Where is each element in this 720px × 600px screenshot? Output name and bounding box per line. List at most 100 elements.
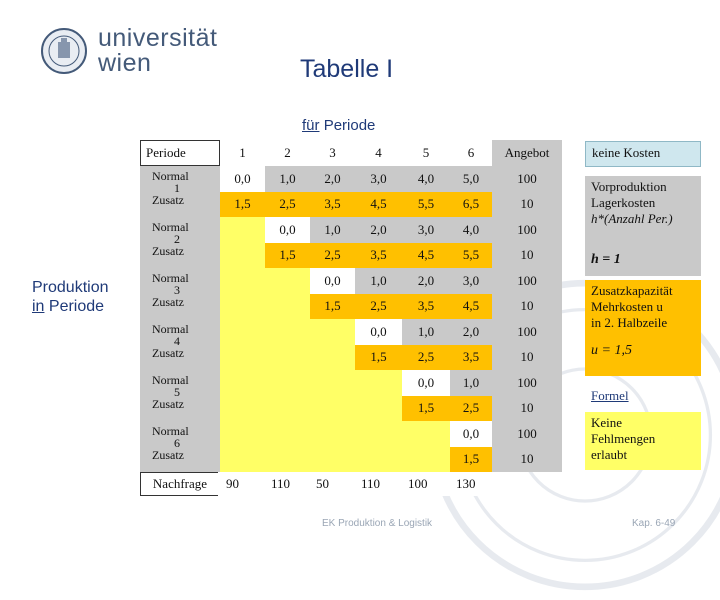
- table-cell: 2,5: [402, 344, 450, 370]
- table-cell: 3,0: [450, 268, 492, 294]
- angebot-cell: 100: [492, 319, 562, 345]
- table-cell: [220, 217, 265, 243]
- table-cell: 3,5: [402, 293, 450, 319]
- table-cell: 0,0: [220, 166, 265, 192]
- row-label: Normal 2 Zusatz: [140, 217, 220, 268]
- table-cell: 6,5: [450, 191, 492, 217]
- table-cell: 2,5: [265, 191, 310, 217]
- table-cell: 1,5: [310, 293, 355, 319]
- table-cell: 2,5: [450, 395, 492, 421]
- table-cell: 2,0: [355, 217, 402, 243]
- table-cell: [220, 370, 265, 396]
- angebot-cell: 10: [492, 242, 562, 268]
- footer-text: EK Produktion & Logistik: [322, 518, 433, 529]
- table-corner-label: Periode: [140, 140, 220, 166]
- table-cell: 1,5: [355, 344, 402, 370]
- legend-no-costs: keine Kosten: [585, 141, 701, 167]
- table-cell: [265, 446, 310, 472]
- angebot-cell: 10: [492, 395, 562, 421]
- table-cell: [265, 370, 310, 396]
- row-label: Normal 5 Zusatz: [140, 370, 220, 421]
- period-header: 6: [450, 140, 492, 166]
- angebot-cell: 100: [492, 370, 562, 396]
- table-cell: 2,0: [450, 319, 492, 345]
- angebot-cell: 100: [492, 166, 562, 192]
- table-cell: 3,5: [310, 191, 355, 217]
- column-header-label: für Periode: [302, 117, 376, 134]
- angebot-header: Angebot: [492, 140, 562, 166]
- legend-h-value: h = 1: [585, 246, 701, 276]
- table-cell: 3,5: [355, 242, 402, 268]
- period-header: 4: [355, 140, 402, 166]
- nachfrage-value: 90: [218, 472, 263, 496]
- production-table: Periode 1 2 3 4 5 6 Angebot Normal 1 Zusatz Normal 2…: [140, 140, 580, 496]
- nachfrage-value: 130: [448, 472, 490, 496]
- table-cell: 0,0: [265, 217, 310, 243]
- university-logo: universität wien: [98, 24, 218, 77]
- table-cell: [310, 395, 355, 421]
- table-cell: [402, 421, 450, 447]
- table-cell: [220, 268, 265, 294]
- table-cell: 1,0: [355, 268, 402, 294]
- table-cell: [220, 446, 265, 472]
- table-cell: [265, 268, 310, 294]
- table-cell: 1,0: [310, 217, 355, 243]
- table-cell: [220, 395, 265, 421]
- period-header: 2: [265, 140, 310, 166]
- table-cell: [402, 446, 450, 472]
- legend-preproduction: Vorproduktion Lagerkosten h*(Anzahl Per.…: [585, 176, 701, 246]
- page-title: Tabelle I: [300, 55, 394, 83]
- table-cell: 4,5: [402, 242, 450, 268]
- row-label: Normal 6 Zusatz: [140, 421, 220, 472]
- period-header: 5: [402, 140, 450, 166]
- table-cell: [310, 370, 355, 396]
- table-cell: [265, 319, 310, 345]
- table-cell: [265, 395, 310, 421]
- table-cell: 5,5: [450, 242, 492, 268]
- angebot-cell: 10: [492, 446, 562, 472]
- table-cell: [220, 421, 265, 447]
- table-cell: [265, 293, 310, 319]
- table-cell: [355, 446, 402, 472]
- angebot-cell: 100: [492, 217, 562, 243]
- table-cell: 2,0: [402, 268, 450, 294]
- table-cell: [220, 242, 265, 268]
- page-number: Kap. 6-49: [632, 518, 676, 529]
- table-cell: 3,0: [355, 166, 402, 192]
- nachfrage-value: 110: [263, 472, 308, 496]
- table-cell: [310, 319, 355, 345]
- table-cell: [220, 293, 265, 319]
- angebot-cell: 100: [492, 268, 562, 294]
- row-label: Normal 3 Zusatz: [140, 268, 220, 319]
- row-label: Normal 4 Zusatz: [140, 319, 220, 370]
- nachfrage-label: Nachfrage: [140, 472, 220, 496]
- formula-link[interactable]: Formel: [591, 388, 629, 403]
- row-label: Normal 1 Zusatz: [140, 166, 220, 217]
- table-cell: 1,0: [450, 370, 492, 396]
- table-cell: 2,5: [355, 293, 402, 319]
- table-cell: 1,5: [265, 242, 310, 268]
- table-cell: 2,5: [310, 242, 355, 268]
- table-cell: [355, 370, 402, 396]
- table-cell: 1,0: [402, 319, 450, 345]
- table-cell: 4,5: [450, 293, 492, 319]
- angebot-cell: 100: [492, 421, 562, 447]
- table-cell: 4,5: [355, 191, 402, 217]
- period-header: 1: [220, 140, 265, 166]
- table-cell: 3,0: [402, 217, 450, 243]
- table-cell: 5,0: [450, 166, 492, 192]
- table-cell: 5,5: [402, 191, 450, 217]
- table-cell: [310, 446, 355, 472]
- table-cell: [355, 395, 402, 421]
- legend-no-shortages: Keine Fehlmengen erlaubt: [585, 412, 701, 470]
- angebot-cell: 10: [492, 191, 562, 217]
- angebot-cell: 10: [492, 344, 562, 370]
- legend-extra-capacity: Zusatzkapazität Mehrkosten u in 2. Halbz…: [585, 280, 701, 376]
- table-cell: 1,0: [265, 166, 310, 192]
- table-cell: [220, 344, 265, 370]
- nachfrage-value: 50: [308, 472, 353, 496]
- table-cell: 4,0: [402, 166, 450, 192]
- table-cell: [265, 421, 310, 447]
- table-cell: 1,5: [402, 395, 450, 421]
- table-cell: 3,5: [450, 344, 492, 370]
